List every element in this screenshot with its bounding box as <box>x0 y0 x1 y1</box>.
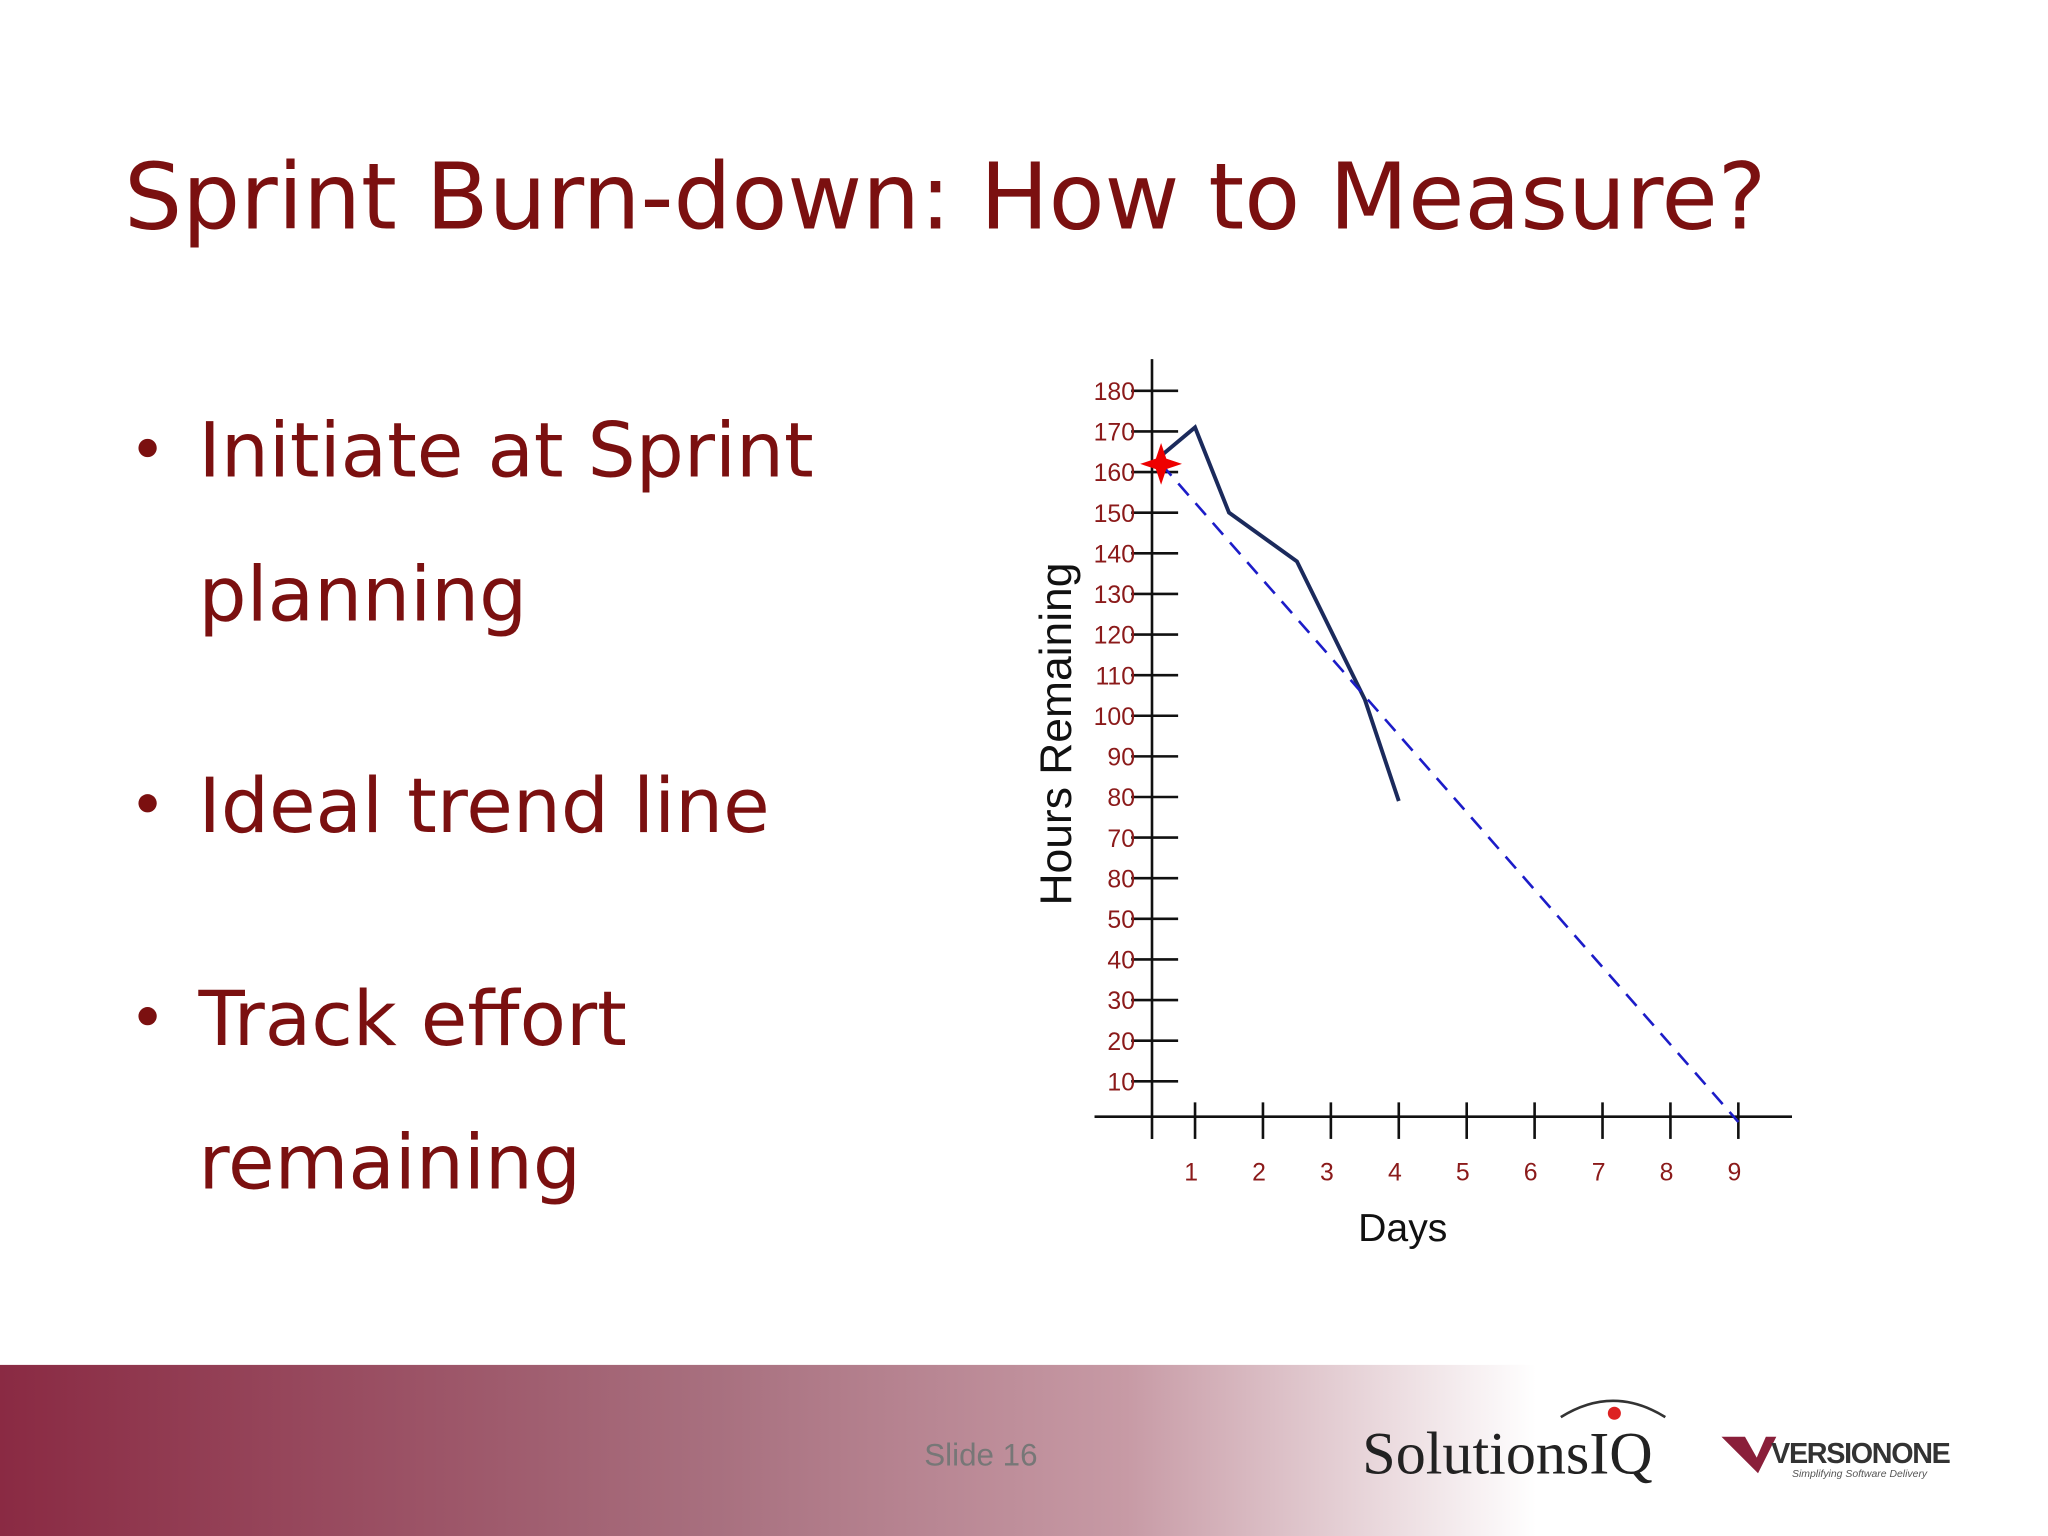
y-tick-label: 100 <box>1094 704 1135 731</box>
x-tick-label: 9 <box>1728 1160 1742 1187</box>
series-line <box>1160 463 1740 1123</box>
y-tick-label: 130 <box>1094 582 1135 609</box>
bullet-text: Track effort <box>198 975 627 1063</box>
y-tick-label: 50 <box>1107 907 1135 934</box>
x-tick-label: 8 <box>1660 1160 1674 1187</box>
series-line <box>1159 424 1401 802</box>
bullet-text: planning <box>199 550 528 638</box>
y-tick-label: 140 <box>1094 541 1135 568</box>
x-axis-label: Days <box>1358 1207 1447 1250</box>
logo-arc <box>1560 1399 1666 1419</box>
chart: 1801701601501401301201101009080708050403… <box>1032 359 1792 1250</box>
y-tick-label: 180 <box>1094 379 1135 406</box>
y-axis-label: Hours Remaining <box>1032 563 1081 906</box>
y-tick-label: 30 <box>1107 988 1135 1015</box>
footer-band <box>0 1364 2048 1536</box>
bullet-text: Ideal trend line <box>199 762 770 850</box>
bullet-text: Initiate at Sprint <box>199 407 814 495</box>
logo-v <box>1721 1436 1777 1474</box>
bullet-dot <box>138 794 157 813</box>
y-tick-label: 120 <box>1094 623 1135 650</box>
logo-dot <box>1607 1406 1621 1420</box>
logo-versionone: VERSIONONE <box>1771 1438 1951 1470</box>
x-tick-label: 6 <box>1524 1160 1538 1187</box>
y-tick-label: 90 <box>1107 745 1135 772</box>
bullet-text: remaining <box>199 1119 582 1207</box>
logo-tagline: Simplifying Software Delivery <box>1792 1469 1928 1480</box>
x-tick-label: 1 <box>1184 1160 1198 1187</box>
y-tick-label: 160 <box>1094 460 1135 487</box>
y-tick-label: 170 <box>1094 420 1135 447</box>
y-tick-label: 20 <box>1107 1029 1135 1056</box>
bullet-dot <box>138 438 157 458</box>
x-tick-label: 3 <box>1320 1160 1334 1187</box>
y-tick-label: 40 <box>1107 948 1135 975</box>
y-tick-label: 10 <box>1107 1069 1135 1096</box>
x-tick-label: 7 <box>1592 1160 1606 1187</box>
x-tick-label: 2 <box>1252 1160 1266 1187</box>
x-tick-label: 4 <box>1388 1160 1402 1187</box>
x-tick-label: 5 <box>1456 1160 1470 1187</box>
y-tick-label: 70 <box>1107 826 1135 853</box>
bullet-dot <box>138 1007 157 1026</box>
slide-number: Slide 16 <box>924 1437 1037 1472</box>
slide-title: Sprint Burn-down: How to Measure? <box>124 144 1766 251</box>
start-marker <box>1140 443 1182 485</box>
y-tick-label: 80 <box>1107 785 1135 812</box>
bullets: Initiate at Sprint planning Ideal trend li… <box>138 407 814 1207</box>
y-tick-label: 110 <box>1095 663 1135 690</box>
y-tick-label: 150 <box>1094 501 1135 528</box>
y-tick-label: 80 <box>1107 866 1135 893</box>
logo-solutions: SolutionsIQ <box>1362 1419 1652 1486</box>
